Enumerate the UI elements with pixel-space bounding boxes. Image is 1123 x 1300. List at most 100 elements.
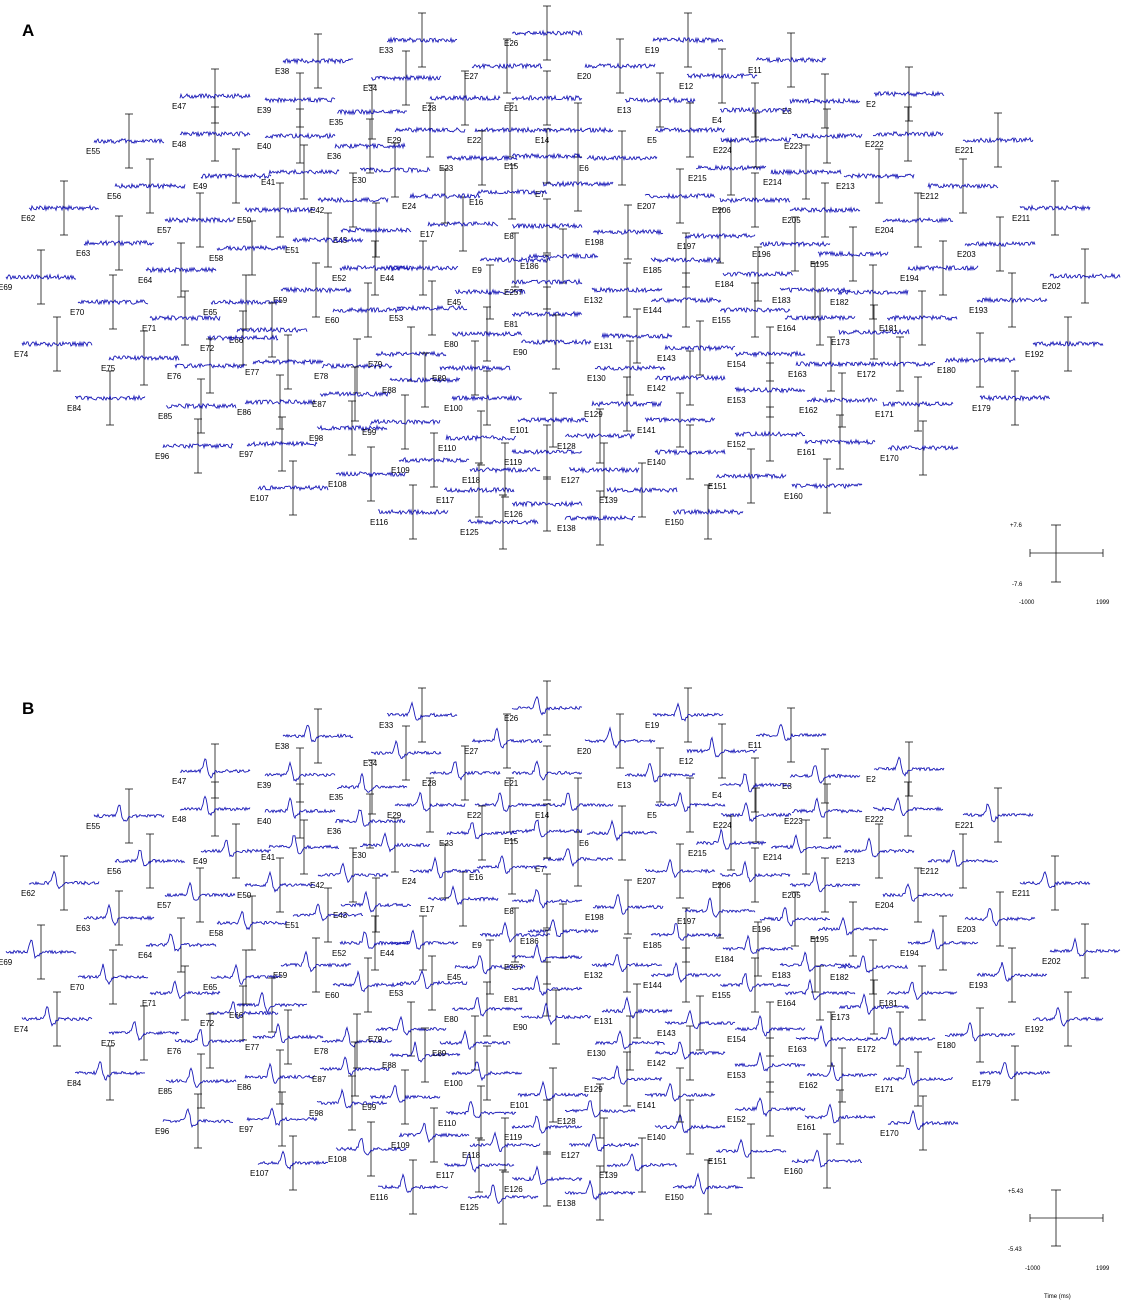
electrode-trace <box>264 132 336 140</box>
electrode-e85-b: E85 <box>158 1053 237 1109</box>
electrode-e52-b: E52 <box>332 915 411 971</box>
electrode-e28-a: E28 <box>422 70 501 126</box>
electrode-e11-b: E11 <box>748 707 827 763</box>
electrode-e20-a: E20 <box>577 38 656 94</box>
electrode-label: E170 <box>880 454 899 463</box>
electrode-trace <box>264 96 336 104</box>
electrode-label: E12 <box>679 82 694 91</box>
electrode-trace <box>427 220 499 228</box>
electrode-trace <box>664 344 736 352</box>
electrode-e127-a: E127 <box>561 442 640 498</box>
electrode-e162-b: E162 <box>799 1047 878 1103</box>
electrode-e8-b: E8 <box>504 873 583 929</box>
electrode-trace <box>474 792 546 812</box>
electrode-label: E155 <box>712 316 731 325</box>
electrode-e131-a: E131 <box>594 308 673 364</box>
electrode-trace <box>252 358 324 366</box>
electrode-label: E65 <box>203 983 218 992</box>
electrode-label: E192 <box>1025 1025 1044 1034</box>
electrode-e69-b: E69 <box>0 924 77 980</box>
electrode-label: E75 <box>101 1039 116 1048</box>
electrode-e23-a: E23 <box>439 130 518 186</box>
electrode-e26-a: E26 <box>504 5 583 61</box>
electrode-label: E72 <box>200 344 215 353</box>
electrode-e257-a: E257 <box>504 254 583 310</box>
electrode-label: E76 <box>167 372 182 381</box>
electrode-trace <box>511 310 583 318</box>
electrode-label: E154 <box>727 360 746 369</box>
electrode-e69-a: E69 <box>0 249 77 305</box>
electrode-e117-a: E117 <box>436 462 515 518</box>
electrode-label: E195 <box>810 260 829 269</box>
electrode-label: E154 <box>727 1035 746 1044</box>
electrode-trace <box>389 376 461 384</box>
electrode-label: E39 <box>257 106 272 115</box>
electrode-e51-a: E51 <box>285 212 364 268</box>
electrode-label: E213 <box>836 182 855 191</box>
electrode-label: E33 <box>379 46 394 55</box>
electrode-label: E197 <box>677 917 696 926</box>
electrode-trace <box>429 94 501 102</box>
electrode-trace <box>719 860 791 883</box>
electrode-e72-a: E72 <box>200 310 279 366</box>
electrode-trace <box>359 166 431 174</box>
electrode-trace <box>784 314 856 322</box>
electrode-label: E152 <box>727 440 746 449</box>
electrode-label: E163 <box>788 370 807 379</box>
electrode-trace <box>469 1131 541 1152</box>
electrode-trace <box>591 286 663 294</box>
electrode-label: E97 <box>239 1125 254 1134</box>
electrode-label: E76 <box>167 1047 182 1056</box>
electrode-trace <box>337 772 408 793</box>
electrode-e118-b: E118 <box>462 1117 541 1173</box>
electrode-e52-a: E52 <box>332 240 411 296</box>
electrode-trace <box>720 136 792 144</box>
electrode-label: E52 <box>332 274 347 283</box>
electrode-e42-b: E42 <box>310 847 389 903</box>
electrode-e49-b: E49 <box>193 823 272 879</box>
electrode-label: E11 <box>748 66 762 75</box>
electrode-label: E163 <box>788 1045 807 1054</box>
electrode-e15-b: E15 <box>504 803 583 859</box>
electrode-label: E23 <box>439 839 454 848</box>
electrode-label: E171 <box>875 1085 894 1094</box>
panel-a-label: A <box>22 21 34 40</box>
electrode-label: E138 <box>557 524 576 533</box>
electrode-e172-b: E172 <box>857 1011 936 1067</box>
electrode-label: E72 <box>200 1019 215 1028</box>
electrode-e98-a: E98 <box>309 400 388 456</box>
electrode-trace <box>377 1173 449 1194</box>
electrode-label: E87 <box>312 400 327 409</box>
electrode-trace <box>236 991 308 1013</box>
electrode-label: E96 <box>155 1127 170 1136</box>
panel-b-scale-legend: +5.43 -5.43 -1000 1999 Time (ms) <box>1008 1189 1110 1300</box>
electrode-label: E24 <box>402 202 417 211</box>
electrode-label: E78 <box>314 1047 329 1056</box>
electrode-label: E63 <box>76 924 91 933</box>
electrode-label: E33 <box>379 721 394 730</box>
electrode-trace <box>789 765 861 784</box>
scale-b-left-label: -1000 <box>1025 1266 1041 1272</box>
electrode-label: E205 <box>782 891 801 900</box>
electrode-e198-b: E198 <box>585 879 664 935</box>
electrode-label: E40 <box>257 142 272 151</box>
electrode-trace <box>568 1133 640 1153</box>
electrode-trace <box>734 1015 806 1037</box>
electrode-trace <box>517 1080 589 1102</box>
electrode-label: E182 <box>830 973 849 982</box>
electrode-trace <box>976 296 1048 304</box>
electrode-trace <box>28 204 100 212</box>
electrode-label: E50 <box>237 216 252 225</box>
electrode-label: E86 <box>237 1083 252 1092</box>
electrode-trace <box>779 951 851 973</box>
electrode-trace <box>246 1107 318 1127</box>
electrode-trace <box>837 955 909 974</box>
electrode-label: E117 <box>436 496 455 505</box>
electrode-e119-b: E119 <box>504 1099 583 1155</box>
electrode-label: E22 <box>467 136 482 145</box>
electrode-e143-a: E143 <box>657 320 736 376</box>
electrode-e193-a: E193 <box>969 272 1048 328</box>
electrode-e5-b: E5 <box>647 777 726 833</box>
electrode-trace <box>964 240 1036 248</box>
electrode-trace <box>340 890 412 913</box>
